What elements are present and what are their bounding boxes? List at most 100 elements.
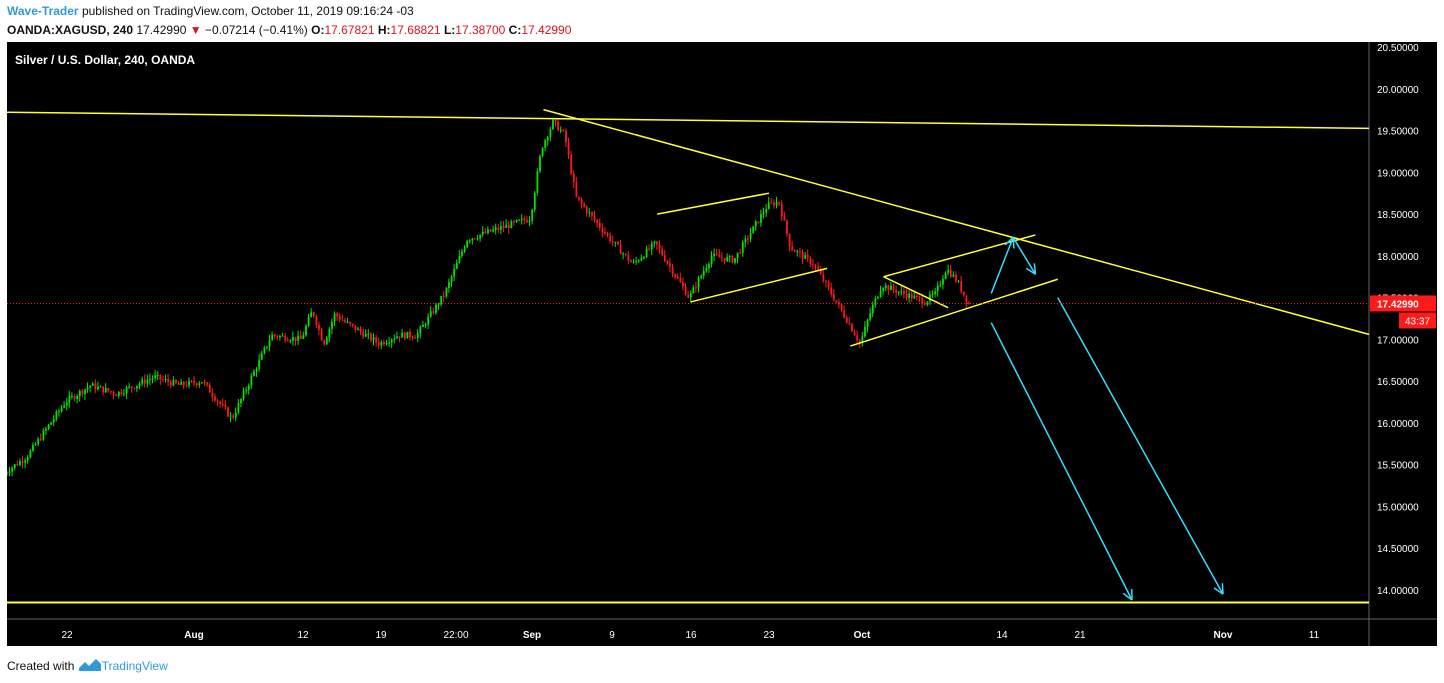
candle-body (86, 387, 89, 390)
candle-body (830, 287, 833, 295)
candle-body (947, 269, 950, 273)
candle-body (767, 202, 770, 210)
candle-body (117, 391, 120, 397)
candle-body (624, 253, 627, 255)
close-value: 17.42990 (521, 23, 572, 37)
time-tick-label: 16 (685, 630, 697, 641)
candle-body (71, 395, 73, 397)
candle-body (734, 258, 736, 263)
candle-body (216, 400, 219, 402)
candle-body (796, 251, 799, 253)
candle-body (466, 240, 469, 248)
candle-body (520, 218, 523, 220)
price-tick-label: 20.00000 (1377, 85, 1419, 96)
candle-body (333, 313, 336, 322)
candle-body (502, 226, 505, 228)
candle-body (895, 289, 898, 293)
candle-body (770, 202, 773, 204)
projection-arrow (1012, 237, 1037, 275)
publication-line: Wave-Trader published on TradingView.com… (7, 4, 414, 18)
tradingview-logo-icon[interactable] (78, 658, 102, 675)
candle-body (60, 407, 63, 412)
candle-body (871, 304, 874, 314)
candle-body (960, 281, 963, 292)
candle-body (16, 464, 19, 466)
candle-body (500, 226, 502, 230)
candle-body (518, 219, 521, 221)
candle-body (294, 337, 297, 341)
candle-body (138, 383, 141, 386)
time-tick-label: Aug (184, 630, 203, 641)
candle-body (146, 379, 149, 384)
candle-body (120, 391, 123, 394)
candle-body (942, 279, 944, 285)
candle-body (910, 293, 913, 299)
projection-arrowhead (1004, 236, 1014, 246)
candle-body (622, 253, 625, 255)
candle-body (307, 317, 310, 327)
candle-body (630, 260, 632, 263)
candle-body (193, 380, 196, 384)
candle-body (559, 130, 562, 132)
candle-body (689, 293, 692, 298)
candle-body (736, 252, 739, 259)
countdown-tag (1399, 312, 1436, 329)
candle-body (432, 311, 435, 313)
author-name[interactable]: Wave-Trader (7, 4, 79, 18)
candle-body (190, 380, 193, 382)
candle-body (606, 233, 609, 236)
candle-body (357, 328, 359, 331)
candle-body (791, 246, 794, 251)
candle-body (892, 285, 895, 290)
candle-body (260, 353, 263, 360)
candle-body (224, 404, 227, 408)
candle-body (557, 121, 560, 131)
candle-body (533, 192, 536, 210)
price-chart[interactable]: Silver / U.S. Dollar, 240, OANDA 20.5000… (3, 42, 1437, 646)
candle-body (143, 379, 146, 384)
candle-body (507, 224, 510, 229)
candle-body (492, 229, 495, 232)
candle-body (39, 438, 42, 440)
candle-body (26, 457, 29, 461)
candle-body (640, 257, 643, 261)
countdown-label: 43:37 (1405, 316, 1430, 327)
candle-body (489, 229, 492, 232)
candle-body (765, 209, 768, 213)
candle-body (130, 386, 133, 388)
candle-body (328, 328, 331, 338)
candle-body (162, 379, 164, 381)
candle-body (962, 291, 965, 296)
candle-body (666, 260, 669, 264)
candle-body (372, 337, 375, 341)
candle-body (102, 386, 105, 393)
candle-body (864, 326, 866, 337)
candle-body (292, 337, 294, 341)
channel-line (690, 267, 828, 303)
candle-body (63, 405, 66, 408)
candle-body (427, 316, 430, 325)
candle-body (242, 391, 245, 400)
candle-body (237, 403, 240, 413)
candle-body (604, 232, 606, 234)
chart-area[interactable]: Silver / U.S. Dollar, 240, OANDA 20.5000… (3, 42, 1437, 646)
candle-body (297, 335, 300, 341)
candle-body (156, 374, 159, 376)
time-tick-label: 23 (763, 630, 775, 641)
candle-body (481, 231, 484, 235)
candle-body (227, 407, 229, 417)
channel-line (850, 278, 1058, 347)
time-tick-label: 21 (1074, 630, 1086, 641)
candle-body (169, 381, 172, 386)
candle-body (497, 227, 500, 230)
candle-body (565, 130, 567, 143)
candle-body (247, 385, 250, 390)
candle-body (91, 383, 94, 386)
candle-body (258, 359, 261, 370)
time-axis[interactable]: 22 Aug 12 19 22:00 Sep 9 16 23 Oct 14 21 Nov 11 (61, 630, 1319, 641)
candle-body (531, 209, 534, 221)
candle-body (442, 295, 445, 297)
tradingview-brand[interactable]: TradingView (101, 659, 168, 673)
candle-body (115, 394, 118, 397)
candle-body (627, 254, 630, 261)
